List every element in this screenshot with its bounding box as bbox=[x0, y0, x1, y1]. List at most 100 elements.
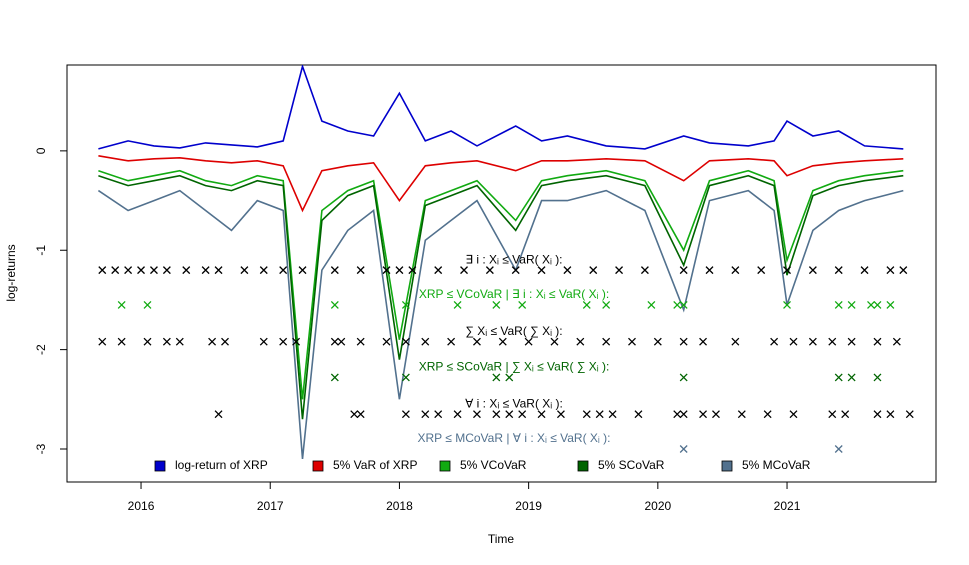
exceedance-marker bbox=[434, 410, 443, 419]
exceedance-marker bbox=[518, 300, 527, 309]
x-tick-label: 2020 bbox=[644, 499, 671, 513]
exceedance-marker bbox=[899, 266, 908, 275]
exceedance-marker bbox=[453, 410, 462, 419]
exceedance-marker bbox=[330, 337, 339, 346]
legend-label: 5% VCoVaR bbox=[460, 458, 527, 472]
exceedance-marker bbox=[673, 410, 682, 419]
legend-label: log-return of XRP bbox=[175, 458, 268, 472]
row-annotation: ∀ i : Xᵢ ≤ VaR( Xᵢ ): bbox=[465, 396, 563, 410]
exceedance-marker bbox=[892, 337, 901, 346]
legend-swatch bbox=[577, 460, 589, 472]
exceedance-marker bbox=[279, 266, 288, 275]
exceedance-marker bbox=[808, 266, 817, 275]
series-line bbox=[97, 189, 904, 459]
exceedance-marker bbox=[699, 337, 708, 346]
exceedance-marker bbox=[834, 266, 843, 275]
exceedance-marker bbox=[783, 300, 791, 309]
exceedance-marker bbox=[789, 337, 798, 346]
exceedance-marker bbox=[401, 337, 410, 346]
exceedance-marker bbox=[640, 266, 649, 275]
y-tick-label: -2 bbox=[34, 344, 48, 355]
exceedance-marker bbox=[615, 266, 624, 275]
exceedance-marker bbox=[770, 337, 779, 346]
exceedance-marker bbox=[828, 410, 837, 419]
exceedance-marker bbox=[408, 266, 417, 275]
exceedance-marker bbox=[356, 266, 365, 275]
x-axis-label: Time bbox=[488, 532, 515, 546]
exceedance-marker bbox=[460, 266, 468, 275]
exceedance-marker bbox=[292, 337, 301, 346]
exceedance-marker bbox=[867, 300, 875, 309]
exceedance-marker bbox=[679, 266, 688, 275]
exceedance-marker bbox=[731, 266, 740, 275]
exceedance-marker bbox=[841, 410, 850, 419]
exceedance-marker bbox=[731, 337, 740, 346]
exceedance-marker bbox=[221, 337, 229, 346]
y-tick-label: 0 bbox=[34, 147, 48, 154]
exceedance-marker bbox=[886, 266, 895, 275]
exceedance-marker bbox=[143, 337, 152, 346]
exceedance-marker bbox=[401, 373, 410, 382]
exceedance-marker bbox=[485, 266, 494, 275]
exceedance-marker bbox=[162, 337, 171, 346]
exceedance-marker bbox=[98, 266, 107, 275]
x-tick-label: 2019 bbox=[515, 499, 542, 513]
exceedance-marker bbox=[679, 337, 688, 346]
exceedance-marker bbox=[705, 266, 714, 275]
legend-swatch bbox=[439, 460, 451, 472]
y-tick-label: -3 bbox=[34, 443, 48, 454]
exceedance-marker bbox=[111, 266, 120, 275]
exceedance-marker bbox=[589, 266, 598, 275]
plot-area bbox=[97, 65, 914, 459]
exceedance-marker bbox=[434, 266, 443, 275]
x-tick-label: 2017 bbox=[257, 499, 284, 513]
legend-swatch bbox=[154, 460, 166, 472]
exceedance-marker bbox=[679, 445, 688, 453]
row-annotation: XRP ≤ VCoVaR | ∃ i : Xᵢ ≤ VaR( Xᵢ ): bbox=[419, 287, 609, 301]
exceedance-marker bbox=[673, 300, 682, 309]
exceedance-marker bbox=[582, 410, 591, 419]
exceedance-marker bbox=[124, 266, 133, 275]
exceedance-marker bbox=[653, 337, 662, 346]
series-line bbox=[98, 155, 904, 213]
exceedance-marker bbox=[873, 410, 882, 419]
exceedance-marker bbox=[847, 300, 856, 309]
legend-swatch bbox=[312, 460, 324, 472]
exceedance-marker bbox=[505, 373, 514, 382]
exceedance-marker bbox=[117, 337, 126, 346]
series-line bbox=[98, 65, 904, 150]
exceedance-marker bbox=[828, 337, 837, 346]
row-annotation: ∑ Xᵢ ≤ VaR( ∑ Xᵢ ): bbox=[465, 324, 562, 338]
exceedance-marker bbox=[712, 410, 720, 419]
exceedance-marker bbox=[143, 300, 152, 309]
exceedance-marker bbox=[240, 266, 249, 275]
exceedance-marker bbox=[208, 337, 217, 346]
exceedance-marker bbox=[847, 373, 856, 382]
x-tick-label: 2018 bbox=[386, 499, 413, 513]
exceedance-marker bbox=[873, 373, 882, 382]
exceedance-marker bbox=[757, 266, 766, 275]
exceedance-marker bbox=[808, 337, 817, 346]
exceedance-marker bbox=[117, 300, 126, 309]
exceedance-marker bbox=[214, 266, 223, 275]
row-annotation: XRP ≤ MCoVaR | ∀ i : Xᵢ ≤ VaR( Xᵢ ): bbox=[418, 431, 611, 445]
exceedance-marker bbox=[137, 266, 145, 275]
exceedance-marker bbox=[498, 337, 507, 346]
exceedance-marker bbox=[608, 410, 617, 419]
exceedance-marker bbox=[679, 410, 688, 419]
series-line bbox=[98, 169, 904, 400]
exceedance-marker bbox=[737, 410, 746, 419]
exceedance-marker bbox=[789, 410, 798, 419]
plot-frame bbox=[66, 64, 937, 483]
exceedance-marker bbox=[350, 410, 359, 419]
exceedance-marker bbox=[162, 266, 171, 275]
exceedance-marker bbox=[518, 410, 527, 419]
exceedance-marker bbox=[576, 337, 585, 346]
exceedance-marker bbox=[382, 337, 391, 346]
exceedance-marker bbox=[886, 410, 895, 419]
exceedance-marker bbox=[492, 373, 501, 382]
series-line bbox=[98, 174, 904, 420]
exceedance-marker bbox=[279, 337, 288, 346]
exceedance-marker bbox=[356, 410, 365, 419]
exceedance-marker bbox=[149, 266, 158, 275]
